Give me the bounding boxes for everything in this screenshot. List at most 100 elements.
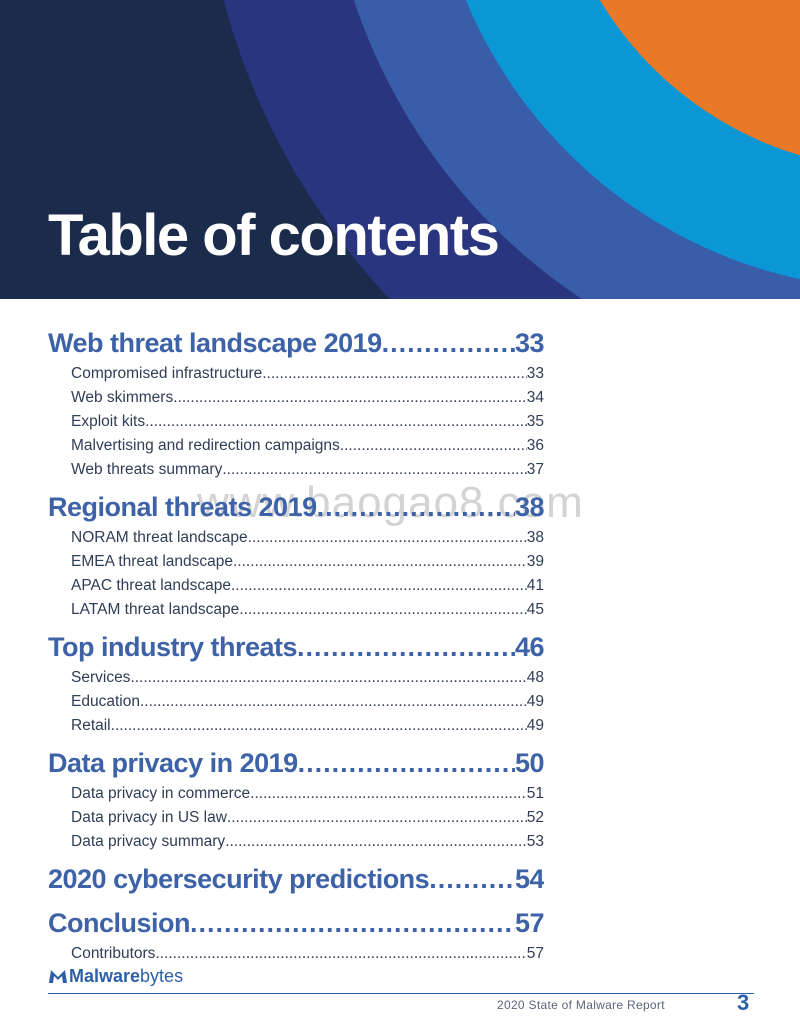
toc-entry-title: Contributors (71, 945, 156, 962)
dot-leader (190, 904, 515, 942)
dot-leader (239, 598, 526, 622)
toc-entry-page: 35 (526, 413, 544, 430)
toc-subsection[interactable]: Web skimmers 34 (48, 386, 544, 410)
header-banner: Table of contents (0, 0, 800, 299)
logo-text-strong: Malware (69, 966, 141, 986)
toc-entry-page: 53 (526, 833, 544, 850)
toc-section[interactable]: Data privacy in 2019 50 (48, 744, 544, 782)
toc-entry-title: Data privacy summary (71, 833, 226, 850)
dot-leader (340, 434, 527, 458)
toc-entry-title: Compromised infrastructure (71, 365, 263, 382)
footer-divider (48, 993, 754, 994)
toc-entry-page: 38 (526, 529, 544, 546)
toc-section[interactable]: 2020 cybersecurity predictions 54 (48, 860, 544, 898)
dot-leader (231, 574, 527, 598)
toc-entry-page: 41 (526, 577, 544, 594)
toc-entry-title: LATAM threat landscape (71, 601, 240, 618)
toc-entry-title: Services (71, 669, 131, 686)
toc-entry-page: 46 (514, 632, 544, 662)
toc-section[interactable]: Regional threats 2019 38 (48, 488, 544, 526)
toc-subsection[interactable]: Malvertising and redirection campaigns 36 (48, 434, 544, 458)
toc-subsection[interactable]: LATAM threat landscape 45 (48, 598, 544, 622)
toc-entry-title: APAC threat landscape (71, 577, 231, 594)
toc-entry-title: Web threat landscape 2019 (48, 328, 382, 358)
toc-entry-page: 34 (526, 389, 544, 406)
toc-entry-page: 37 (526, 461, 544, 478)
dot-leader (248, 526, 527, 550)
logo-text-light: bytes (140, 966, 184, 986)
toc-entry-page: 39 (526, 553, 544, 570)
toc-entry-page: 51 (526, 785, 544, 802)
toc-entry-title: Web skimmers (71, 389, 174, 406)
toc-entry-title: Retail (71, 717, 111, 734)
toc-entry-page: 33 (514, 328, 544, 358)
toc-entry-page: 36 (526, 437, 544, 454)
dot-leader (262, 362, 527, 386)
toc-entry-page: 57 (526, 945, 544, 962)
dot-leader (145, 410, 527, 434)
dot-leader (173, 386, 527, 410)
report-name: 2020 State of Malware Report (497, 998, 665, 1012)
toc-entry-page: 45 (526, 601, 544, 618)
toc-entry-page: 49 (526, 717, 544, 734)
table-of-contents: Web threat landscape 201933Compromised i… (48, 322, 544, 966)
dot-leader (429, 860, 515, 898)
toc-subsection[interactable]: EMEA threat landscape 39 (48, 550, 544, 574)
dot-leader (130, 666, 526, 690)
toc-subsection[interactable]: Data privacy in US law 52 (48, 806, 544, 830)
toc-subsection[interactable]: Education 49 (48, 690, 544, 714)
toc-entry-page: 38 (514, 492, 544, 522)
dot-leader (298, 744, 515, 782)
dot-leader (225, 830, 527, 854)
toc-entry-title: Regional threats 2019 (48, 492, 317, 522)
toc-entry-title: Top industry threats (48, 632, 298, 662)
page-title: Table of contents (48, 203, 500, 268)
toc-subsection[interactable]: APAC threat landscape 41 (48, 574, 544, 598)
toc-section[interactable]: Conclusion 57 (48, 904, 544, 942)
toc-subsection[interactable]: Web threats summary 37 (48, 458, 544, 482)
toc-entry-page: 48 (526, 669, 544, 686)
dot-leader (111, 714, 527, 738)
toc-entry-title: Malvertising and redirection campaigns (71, 437, 340, 454)
dot-leader (227, 806, 527, 830)
toc-subsection[interactable]: Services 48 (48, 666, 544, 690)
toc-entry-title: 2020 cybersecurity predictions (48, 864, 430, 894)
decorative-arcs (223, 0, 800, 299)
toc-entry-title: Web threats summary (71, 461, 223, 478)
toc-entry-title: NORAM threat landscape (71, 529, 248, 546)
toc-subsection[interactable]: Data privacy summary 53 (48, 830, 544, 854)
arc-orange (599, 0, 800, 156)
toc-entry-title: Conclusion (48, 908, 191, 938)
toc-subsection[interactable]: Data privacy in commerce 51 (48, 782, 544, 806)
malwarebytes-logo: Malware bytes (48, 966, 183, 987)
toc-entry-title: Education (71, 693, 140, 710)
dot-leader (233, 550, 527, 574)
dot-leader (140, 690, 527, 714)
toc-subsection[interactable]: NORAM threat landscape 38 (48, 526, 544, 550)
dot-leader (382, 324, 515, 362)
logo-mark-icon (49, 970, 67, 983)
toc-entry-page: 50 (514, 748, 544, 778)
toc-entry-title: EMEA threat landscape (71, 553, 233, 570)
toc-entry-title: Data privacy in commerce (71, 785, 251, 802)
toc-subsection[interactable]: Retail 49 (48, 714, 544, 738)
toc-entry-page: 33 (526, 365, 544, 382)
toc-entry-page: 57 (514, 908, 544, 938)
toc-subsection[interactable]: Compromised infrastructure 33 (48, 362, 544, 386)
toc-section[interactable]: Top industry threats 46 (48, 628, 544, 666)
dot-leader (297, 628, 515, 666)
page-number: 3 (737, 990, 750, 1015)
dot-leader (155, 942, 526, 966)
toc-subsection[interactable]: Contributors 57 (48, 942, 544, 966)
dot-leader (250, 782, 527, 806)
toc-section[interactable]: Web threat landscape 2019 33 (48, 324, 544, 362)
dot-leader (317, 488, 515, 526)
toc-entry-page: 54 (514, 864, 544, 894)
toc-entry-title: Exploit kits (71, 413, 146, 430)
toc-entry-title: Data privacy in US law (71, 809, 227, 826)
toc-entry-title: Data privacy in 2019 (48, 748, 298, 778)
toc-entry-page: 49 (526, 693, 544, 710)
dot-leader (222, 458, 526, 482)
toc-subsection[interactable]: Exploit kits 35 (48, 410, 544, 434)
toc-entry-page: 52 (526, 809, 544, 826)
